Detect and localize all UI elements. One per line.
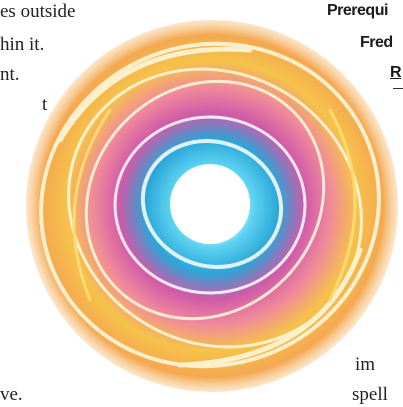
- heading: R: [390, 64, 402, 81]
- body-text: es outside: [0, 1, 76, 22]
- body-text: im: [355, 354, 376, 375]
- body-text: hin it.: [0, 34, 45, 55]
- body-text: t: [42, 94, 48, 115]
- body-text: ve.: [0, 384, 23, 405]
- heading: Prerequi: [327, 2, 388, 19]
- body-text: nt.: [0, 64, 20, 85]
- body-text: spell: [352, 384, 388, 405]
- core: [170, 164, 250, 244]
- rule: [393, 88, 403, 89]
- heading: Fred: [360, 34, 393, 51]
